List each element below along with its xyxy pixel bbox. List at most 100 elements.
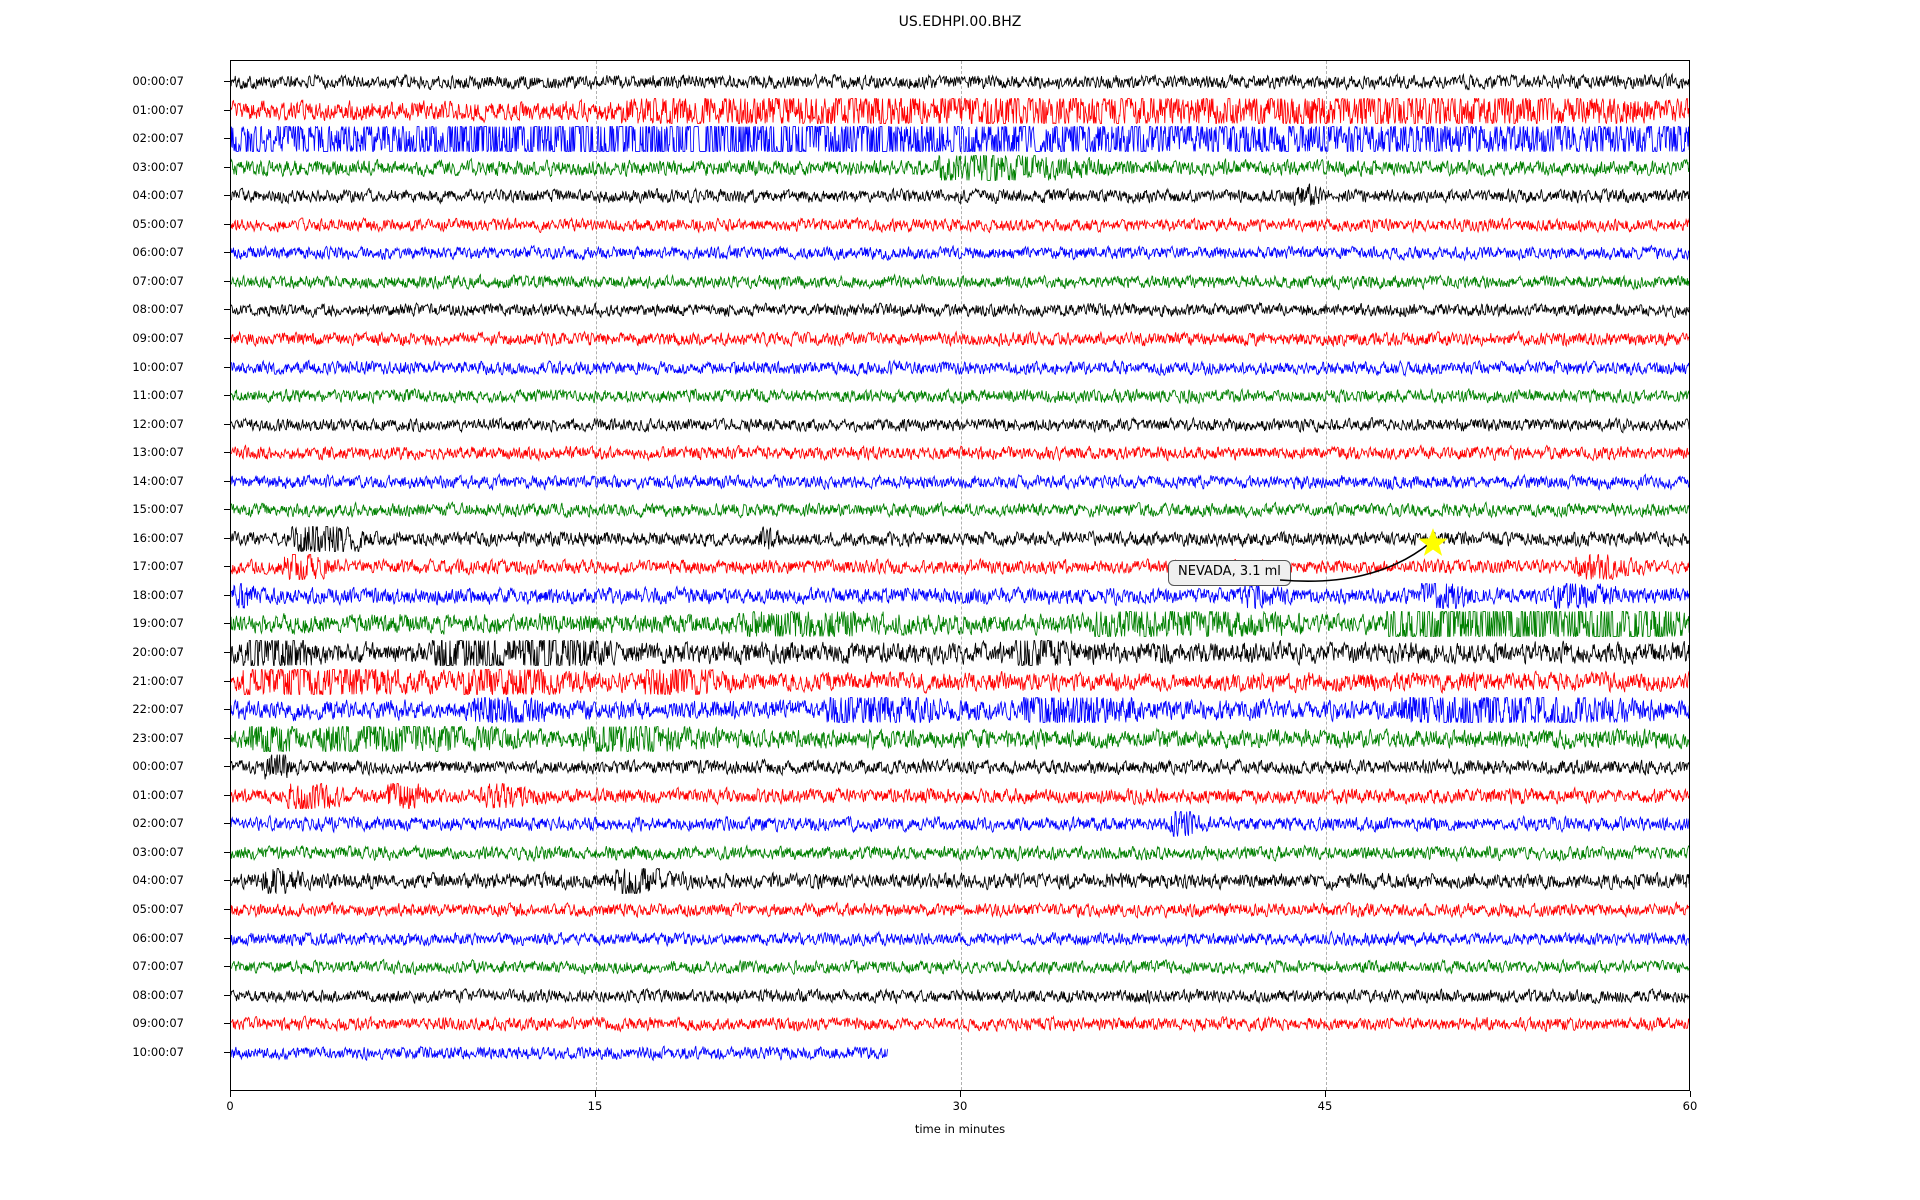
- y-axis-tick-label: 00:00:07: [132, 759, 184, 774]
- y-axis-tick-label: 04:00:07: [132, 188, 184, 203]
- trace-path: [231, 582, 1689, 609]
- y-axis-tick-label: 09:00:07: [132, 1016, 184, 1031]
- trace-row: [231, 183, 1689, 209]
- y-axis-tick-label: 04:00:07: [132, 873, 184, 888]
- y-axis-tick-label: 14:00:07: [132, 473, 184, 488]
- trace-row: [231, 412, 1689, 438]
- y-axis-tick-label: 00:00:07: [132, 74, 184, 88]
- y-axis-tick-label: 09:00:07: [132, 330, 184, 345]
- trace-path: [231, 301, 1689, 319]
- trace-row: [231, 525, 1689, 552]
- y-axis-tick-label: 22:00:07: [132, 702, 184, 717]
- trace-row: [231, 269, 1689, 295]
- trace-row: [231, 697, 1689, 724]
- y-axis-tick-label: 03:00:07: [132, 159, 184, 174]
- trace-row: [231, 983, 1689, 1009]
- trace-row: [231, 811, 1689, 838]
- x-axis-tick-label: 0: [226, 1099, 234, 1113]
- y-axis-tick-label: 15:00:07: [132, 502, 184, 517]
- x-axis-tick: [1325, 1091, 1326, 1097]
- trace-path: [231, 958, 1689, 976]
- trace-row: [231, 240, 1689, 266]
- trace-row: [231, 497, 1689, 523]
- trace-row: [231, 355, 1689, 381]
- trace-path: [231, 72, 1689, 91]
- y-axis-tick-label: 03:00:07: [132, 844, 184, 859]
- y-axis-tick-label: 19:00:07: [132, 616, 184, 631]
- trace-path: [231, 1015, 1689, 1033]
- trace-path: [231, 244, 1689, 262]
- x-axis-tick-label: 30: [952, 1099, 968, 1113]
- trace-row: [231, 926, 1689, 952]
- trace-path: [231, 444, 1689, 463]
- x-axis-tick: [1690, 1091, 1691, 1097]
- y-axis-tick-label: 12:00:07: [132, 416, 184, 431]
- trace-row: [231, 297, 1689, 323]
- trace-row: [231, 582, 1689, 609]
- trace-row: [231, 954, 1689, 980]
- trace-path: [231, 154, 1689, 181]
- y-axis-tick-label: 10:00:07: [132, 359, 184, 374]
- trace-row: [231, 897, 1689, 923]
- y-axis-tick-label: 17:00:07: [132, 559, 184, 574]
- trace-row: [231, 69, 1689, 95]
- y-axis-tick-label: 07:00:07: [132, 273, 184, 288]
- trace-row: [231, 782, 1689, 809]
- trace-row: [231, 668, 1689, 695]
- annotation-label-nevada[interactable]: NEVADA, 3.1 ml: [1168, 560, 1291, 586]
- trace-row: [231, 611, 1689, 638]
- trace-path: [231, 554, 1689, 581]
- trace-row: [231, 840, 1689, 866]
- trace-path: [231, 1045, 888, 1062]
- trace-row: [231, 469, 1689, 495]
- trace-path: [231, 387, 1689, 405]
- page-title: US.EDHPI.00.BHZ: [898, 14, 1022, 30]
- trace-path: [231, 472, 1689, 491]
- y-axis-tick-label: 08:00:07: [132, 302, 184, 317]
- y-axis-tick-label: 01:00:07: [132, 102, 184, 117]
- trace-path: [231, 501, 1689, 519]
- y-axis-tick-label: 05:00:07: [132, 901, 184, 916]
- y-axis-tick-label: 23:00:07: [132, 730, 184, 745]
- trace-row: [231, 554, 1689, 581]
- trace-row: [231, 725, 1689, 752]
- trace-path: [231, 273, 1689, 291]
- y-axis-tick-label: 06:00:07: [132, 930, 184, 945]
- trace-path: [231, 900, 1689, 919]
- trace-row: [231, 97, 1689, 124]
- trace-path: [231, 216, 1689, 234]
- trace-path: [231, 668, 1689, 695]
- trace-path: [231, 754, 1689, 780]
- trace-row: [231, 1040, 888, 1066]
- trace-path: [231, 525, 1689, 552]
- trace-path: [231, 358, 1689, 377]
- y-axis-tick-label: 20:00:07: [132, 645, 184, 659]
- trace-row: [231, 754, 1689, 780]
- trace-path: [231, 843, 1689, 863]
- trace-row: [231, 212, 1689, 238]
- y-axis-tick-label: 08:00:07: [132, 987, 184, 1002]
- trace-path: [231, 416, 1689, 434]
- trace-path: [231, 640, 1689, 666]
- trace-row: [231, 383, 1689, 409]
- trace-path: [231, 611, 1689, 638]
- trace-path: [231, 725, 1689, 752]
- x-axis-title: time in minutes: [914, 1122, 1006, 1136]
- trace-row: [231, 640, 1689, 666]
- x-axis-tick-label: 15: [587, 1099, 603, 1113]
- y-axis-tick-label: 16:00:07: [132, 530, 184, 545]
- x-axis-tick-label: 45: [1317, 1099, 1333, 1113]
- trace-path: [231, 782, 1689, 809]
- y-axis-tick-label: 05:00:07: [132, 216, 184, 231]
- trace-row: [231, 154, 1689, 181]
- x-axis-tick: [960, 1091, 961, 1097]
- y-axis-tick-label: 06:00:07: [132, 245, 184, 260]
- trace-row: [231, 326, 1689, 352]
- y-axis-tick-label: 11:00:07: [132, 388, 184, 403]
- x-axis-tick: [595, 1091, 596, 1097]
- plot-area[interactable]: [230, 60, 1690, 1091]
- trace-path: [231, 97, 1689, 124]
- y-axis-tick-label: 02:00:07: [132, 816, 184, 831]
- trace-path: [231, 183, 1689, 207]
- x-axis-tick-label: 60: [1682, 1099, 1698, 1113]
